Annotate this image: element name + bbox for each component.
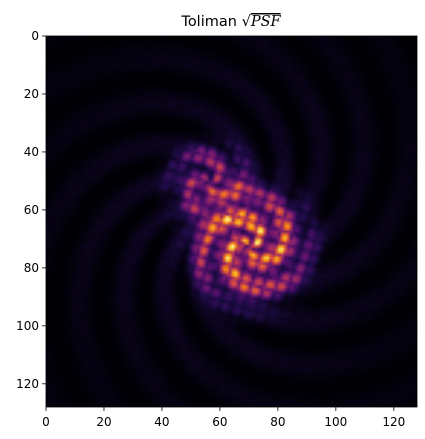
- y-tick-label: 60: [24, 203, 39, 217]
- x-tick-label: 60: [212, 415, 227, 429]
- plot-frame: [45, 35, 418, 408]
- x-tick-label: 80: [270, 415, 285, 429]
- x-tick-label: 0: [42, 415, 50, 429]
- x-tick-label: 20: [96, 415, 111, 429]
- y-tick-label: 20: [24, 87, 39, 101]
- title-math: PSF: [250, 14, 282, 30]
- x-axis: 0 20 40 60 80 100 120: [42, 407, 405, 429]
- x-tick-label: 100: [324, 415, 347, 429]
- x-tick-label: 40: [154, 415, 169, 429]
- psf-heatmap: [46, 36, 417, 407]
- heatmap-image: [46, 36, 417, 407]
- y-tick-label: 100: [16, 319, 39, 333]
- y-tick-label: 0: [31, 29, 39, 43]
- y-axis: 0 20 40 60 80 100 120: [16, 29, 46, 391]
- chart-title: Toliman √PSF: [180, 14, 281, 30]
- y-tick-label: 120: [16, 377, 39, 391]
- y-tick-label: 40: [24, 145, 39, 159]
- sqrt-symbol: √: [242, 14, 252, 30]
- x-tick-label: 120: [382, 415, 405, 429]
- y-tick-label: 80: [24, 261, 39, 275]
